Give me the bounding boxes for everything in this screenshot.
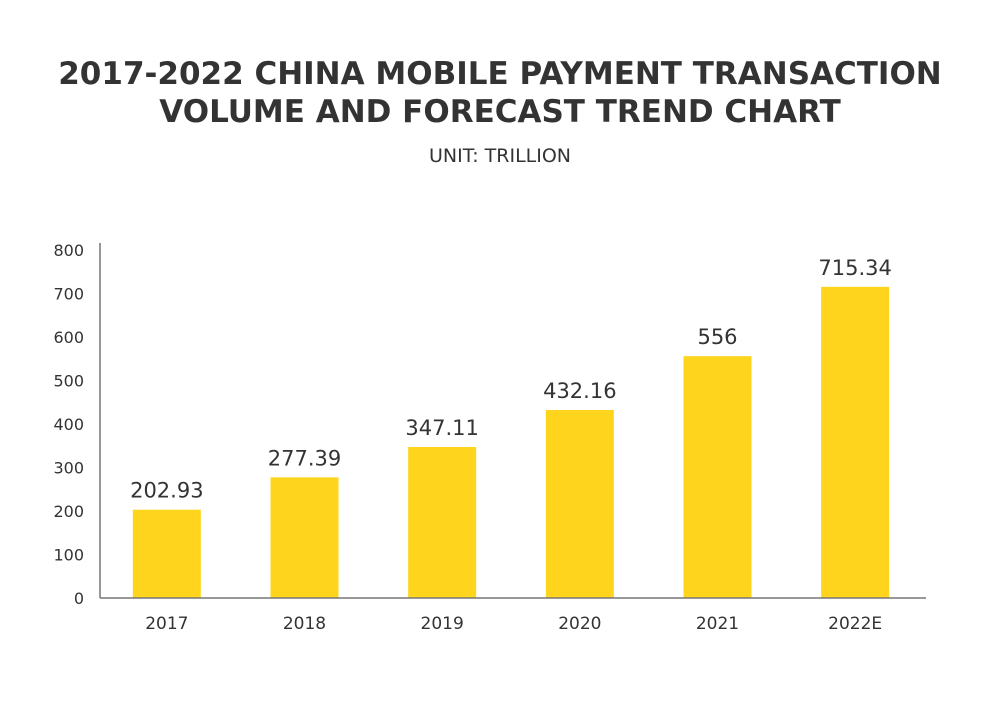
y-tick-label: 600 [53, 328, 84, 347]
data-label: 556 [697, 325, 737, 349]
chart-subtitle: UNIT: TRILLION [429, 145, 571, 167]
x-tick-label: 2017 [145, 614, 188, 634]
bar-2021 [683, 356, 752, 598]
data-label: 277.39 [268, 446, 341, 470]
y-tick-label: 700 [53, 285, 84, 304]
y-tick-label: 400 [53, 415, 84, 434]
x-tick-label: 2021 [696, 614, 739, 634]
bars: 202.93 2017 277.39 2018 347.11 2019 432.16 2020… [130, 256, 892, 634]
bar-2022E [821, 286, 890, 598]
x-tick-label: 2022E [828, 614, 882, 634]
data-label: 715.34 [818, 256, 891, 280]
bar-2019 [408, 447, 477, 598]
chart-title-line-2: VOLUME AND FORECAST TREND CHART [159, 94, 840, 130]
x-tick-label: 2019 [421, 614, 464, 634]
y-tick-label: 200 [53, 502, 84, 521]
chart-title-line-1: 2017-2022 CHINA MOBILE PAYMENT TRANSACTI… [58, 56, 942, 92]
bar-2017 [132, 509, 201, 598]
y-tick-label: 800 [53, 241, 84, 260]
bar-2018 [270, 477, 339, 598]
data-label: 202.93 [130, 479, 203, 503]
y-tick-label: 500 [53, 372, 84, 391]
y-tick-label: 300 [53, 459, 84, 478]
y-axis-ticks: 0 100 200 300 400 500 600 700 800 [53, 241, 84, 608]
y-tick-label: 100 [53, 546, 84, 565]
x-tick-label: 2020 [558, 614, 601, 634]
bar-2020 [545, 410, 614, 598]
data-label: 432.16 [543, 379, 616, 403]
x-tick-label: 2018 [283, 614, 326, 634]
data-label: 347.11 [405, 416, 478, 440]
y-tick-label: 0 [74, 589, 84, 608]
